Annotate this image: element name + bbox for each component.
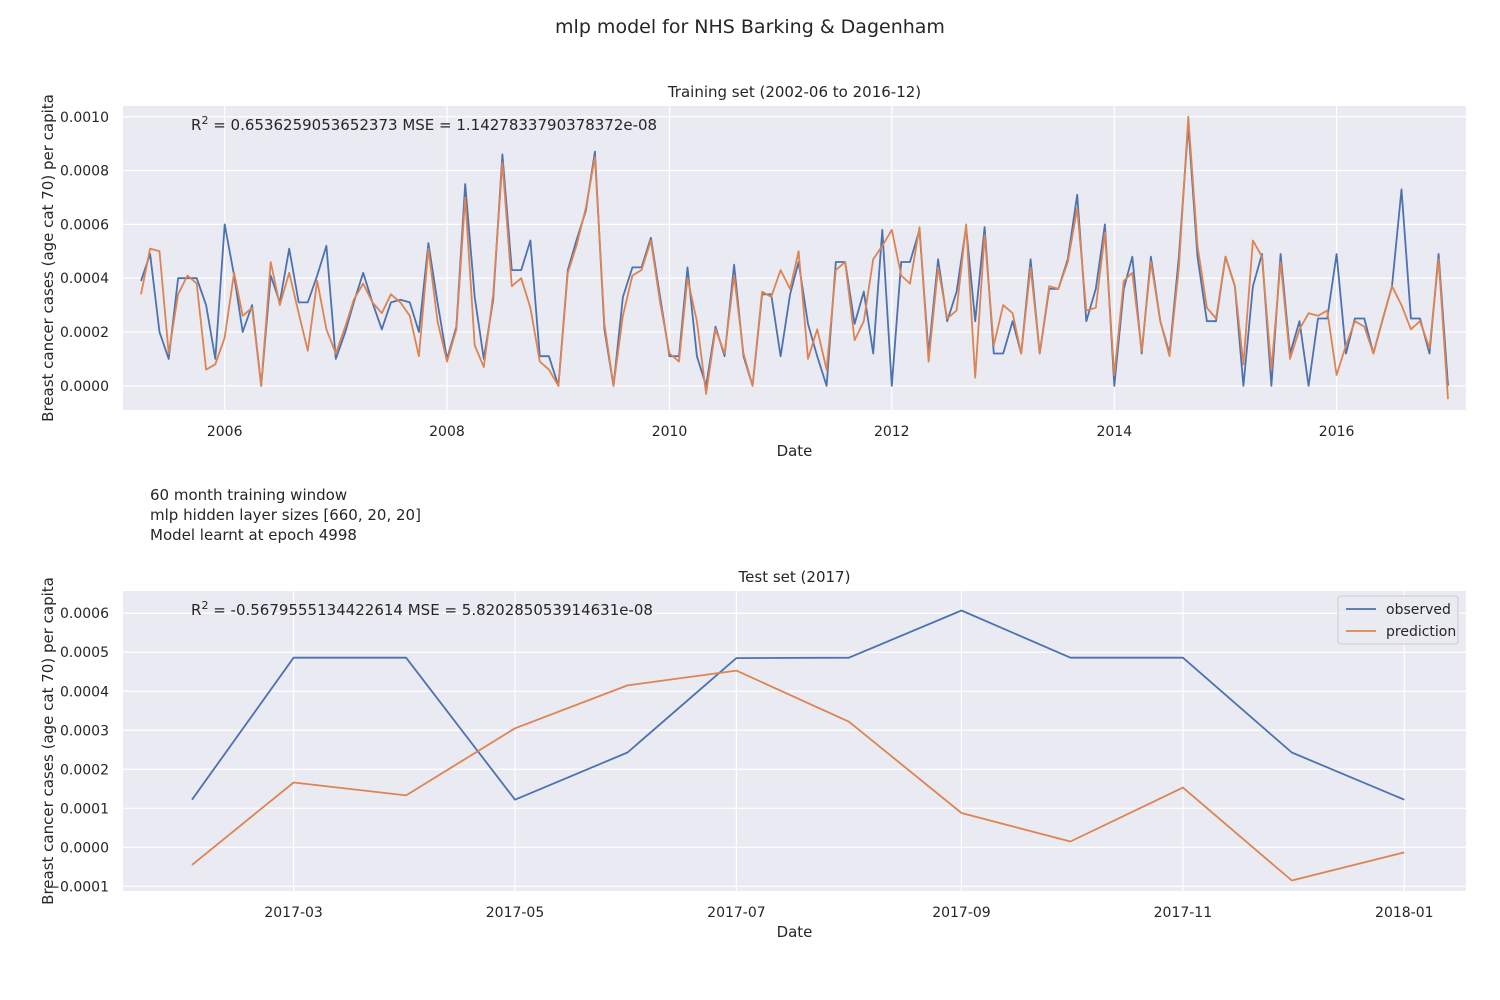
x-tick-label: 2016	[1319, 424, 1355, 440]
legend-box	[1337, 595, 1459, 645]
chart-title: Test set (2017)	[738, 568, 851, 586]
plot-area	[123, 591, 1466, 891]
x-tick-label: 2017-03	[264, 905, 323, 921]
y-tick-label: −0.0001	[48, 879, 109, 895]
annotation-line-epoch: Model learnt at epoch 4998	[150, 526, 357, 544]
x-tick-label: 2010	[652, 424, 688, 440]
x-tick-label: 2018-01	[1375, 905, 1434, 921]
series-line-observed	[191, 609, 1405, 801]
model-annotation: 60 month training window mlp hidden laye…	[150, 485, 421, 545]
y-axis-label: Breast cancer cases (age cat 70) per cap…	[39, 94, 57, 422]
test-set-chart: 2017-03 2017-05 2017-07 2017-09 2017-11 2018-…	[39, 568, 1466, 941]
x-tick-label: 2017-05	[486, 905, 545, 921]
fit-statistics: R2 = -0.5679555134422614 MSE = 5.8202850…	[191, 599, 653, 619]
y-tick-label: 0.0004	[60, 684, 109, 700]
y-tick-label: 0.0000	[60, 840, 109, 856]
figure-title: mlp model for NHS Barking & Dagenham	[555, 16, 945, 38]
series-line-prediction	[191, 669, 1405, 882]
y-axis-label: Breast cancer cases (age cat 70) per cap…	[39, 577, 57, 905]
y-tick-label: 0.0010	[60, 110, 109, 126]
y-tick-label: 0.0002	[60, 762, 109, 778]
x-tick-label: 2008	[429, 424, 465, 440]
series-line-prediction	[140, 115, 1449, 400]
x-axis-label: Date	[777, 442, 813, 460]
x-tick-label: 2006	[207, 424, 243, 440]
y-tick-label: 0.0006	[60, 217, 109, 233]
x-tick-label: 2014	[1097, 424, 1133, 440]
y-tick-label: 0.0002	[60, 325, 109, 341]
chart-title: Training set (2002-06 to 2016-12)	[667, 83, 921, 101]
y-tick-label: 0.0000	[60, 379, 109, 395]
annotation-line-layers: mlp hidden layer sizes [660, 20, 20]	[150, 506, 421, 524]
y-tick-label: 0.0008	[60, 164, 109, 180]
training-set-chart: 2006 2008 2010 2012 2014 2016 0.0000 0.0002 0.00…	[39, 83, 1466, 460]
y-tick-label: 0.0005	[60, 645, 109, 661]
legend-label-prediction: prediction	[1386, 624, 1456, 640]
y-tick-label: 0.0003	[60, 723, 109, 739]
plot-area	[123, 106, 1466, 410]
y-tick-label: 0.0006	[60, 606, 109, 622]
x-tick-label: 2012	[874, 424, 910, 440]
fit-statistics: R2 = 0.6536259053652373 MSE = 1.14278337…	[191, 114, 657, 134]
y-tick-label: 0.0004	[60, 271, 109, 287]
x-tick-label: 2017-11	[1154, 905, 1213, 921]
legend: observed prediction	[1337, 595, 1459, 645]
legend-label-observed: observed	[1386, 602, 1451, 618]
annotation-line-window: 60 month training window	[150, 486, 348, 504]
x-tick-label: 2017-09	[932, 905, 991, 921]
x-axis-label: Date	[777, 923, 813, 941]
y-tick-label: 0.0001	[60, 801, 109, 817]
x-tick-label: 2017-07	[707, 905, 766, 921]
